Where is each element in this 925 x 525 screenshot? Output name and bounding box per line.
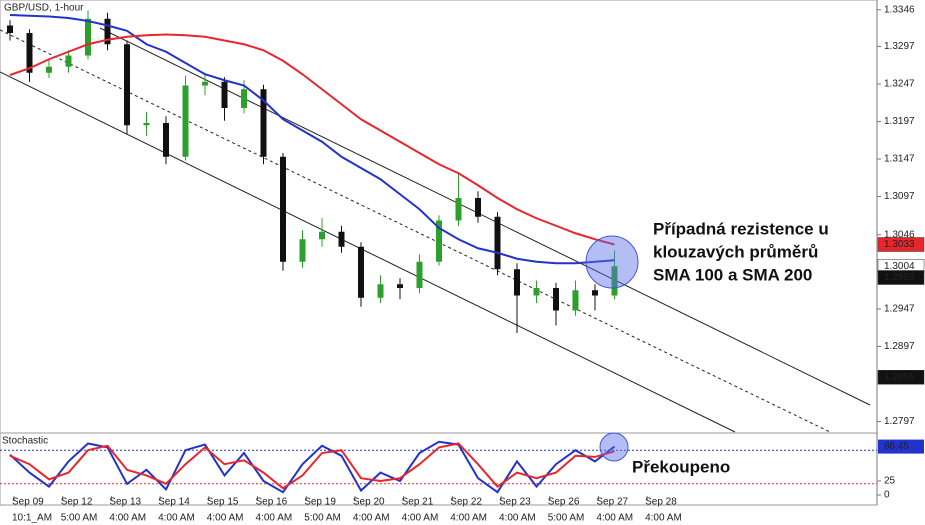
price-label: 1.2856 [884, 372, 915, 383]
price-label-box [877, 370, 925, 385]
x-tick-label: 4:00 AM [109, 513, 146, 524]
channel-mid [0, 29, 831, 433]
candle-body [455, 198, 462, 221]
x-tick-label: 5:00 AM [304, 513, 341, 524]
y-tick-label: 1.2897 [884, 341, 915, 352]
x-tick-label: Sep 22 [450, 497, 482, 508]
annotation: klouzavých průměrů [653, 242, 818, 261]
y-tick-label: 1.3097 [884, 191, 915, 202]
x-tick-label: 4:00 AM [158, 513, 195, 524]
annotation: Případná rezistence u [653, 219, 829, 238]
candle-body [475, 198, 481, 217]
candle-body [611, 266, 618, 296]
candle-body [299, 239, 306, 262]
marks [0, 10, 877, 494]
candle-body [280, 156, 286, 262]
annotation: Překoupeno [632, 457, 730, 476]
y-tick-label: 1.3297 [884, 41, 915, 52]
x-tick-label: 4:00 AM [256, 513, 293, 524]
y-tick-label: 1.3247 [884, 79, 915, 90]
x-tick-label: 5:00 AM [61, 513, 98, 524]
x-tick-label: Sep 23 [499, 497, 531, 508]
y-tick-label: 0 [884, 490, 890, 501]
channel-lower [0, 71, 736, 433]
candle-body [533, 288, 540, 296]
price-label: 1.2989 [884, 272, 915, 283]
x-tick-label: 4:00 AM [450, 513, 487, 524]
y-tick-label: 1.3046 [884, 229, 915, 240]
y-tick-label: 25 [884, 476, 896, 487]
highlight-circle [599, 432, 629, 462]
candle-body [26, 33, 33, 73]
channel-upper [99, 27, 871, 406]
x-tick-label: Sep 09 [12, 497, 44, 508]
x-tick-label: 4:00 AM [207, 513, 244, 524]
candle-body [397, 284, 403, 288]
y-tick-label: 1.3346 [884, 4, 915, 15]
y-tick-label: 1.3197 [884, 116, 915, 127]
candle-body [377, 284, 384, 298]
candle-body [65, 55, 72, 67]
stochastic-line [9, 442, 615, 490]
x-tick-label: Sep 26 [548, 497, 580, 508]
annotation: SMA 100 a SMA 200 [653, 265, 812, 284]
chart-title: GBP/USD, 1-hour [4, 3, 84, 14]
candle-body [416, 261, 423, 288]
sma-line [9, 33, 615, 246]
x-tick-label: Sep 15 [207, 497, 239, 508]
y-tick-label: 1.2797 [884, 416, 915, 427]
candle-body [319, 231, 325, 240]
candle-body [358, 246, 364, 298]
candle-body [338, 231, 345, 247]
candle-body [260, 89, 267, 157]
candle-body [572, 290, 579, 311]
panel-title: Stochastic [2, 436, 48, 447]
x-tick-label: 5:00 AM [548, 513, 585, 524]
x-tick-label: 10:1_AM [12, 513, 52, 524]
candle-body [592, 290, 598, 296]
highlight-circle [585, 235, 639, 289]
candle-body [202, 81, 208, 86]
candle-body [494, 216, 501, 270]
sma-line [9, 14, 615, 265]
candle-body [143, 123, 150, 126]
candle-body [163, 123, 169, 157]
x-tick-label: Sep 19 [304, 497, 336, 508]
candle-body [241, 89, 247, 108]
candle-body [7, 25, 13, 33]
x-tick-label: Sep 12 [61, 497, 93, 508]
candle-body [182, 85, 189, 157]
x-tick-label: 4:00 AM [596, 513, 633, 524]
candle-body [46, 66, 52, 73]
candle-body [553, 288, 559, 311]
candle-body [124, 44, 130, 126]
price-label: 1.3033 [884, 239, 915, 250]
y-tick-label: 1.3147 [884, 154, 915, 165]
x-tick-label: Sep 13 [109, 497, 141, 508]
price-label-box [877, 270, 925, 285]
x-tick-label: Sep 27 [596, 497, 628, 508]
candle-body [514, 269, 520, 296]
stochastic-label-box [878, 439, 924, 454]
price-label-box [877, 237, 925, 252]
x-tick-label: Sep 16 [256, 497, 288, 508]
stochastic-label: 86.45 [884, 441, 909, 452]
candle-body [221, 81, 228, 108]
candle-body [104, 18, 111, 45]
price-label: 1.3004 [884, 261, 915, 272]
x-tick-label: Sep 14 [158, 497, 190, 508]
y-tick-label: 1.2947 [884, 304, 915, 315]
x-tick-label: Sep 21 [402, 497, 434, 508]
x-tick-label: 4:00 AM [499, 513, 536, 524]
x-tick-label: 4:00 AM [402, 513, 439, 524]
x-tick-label: 4:00 AM [645, 513, 682, 524]
stochastic-line [9, 440, 616, 494]
candle-body [436, 220, 442, 262]
x-tick-label: 4:00 AM [353, 513, 390, 524]
x-tick-label: Sep 28 [645, 497, 677, 508]
candle-body [85, 18, 91, 56]
x-tick-label: Sep 20 [353, 497, 385, 508]
